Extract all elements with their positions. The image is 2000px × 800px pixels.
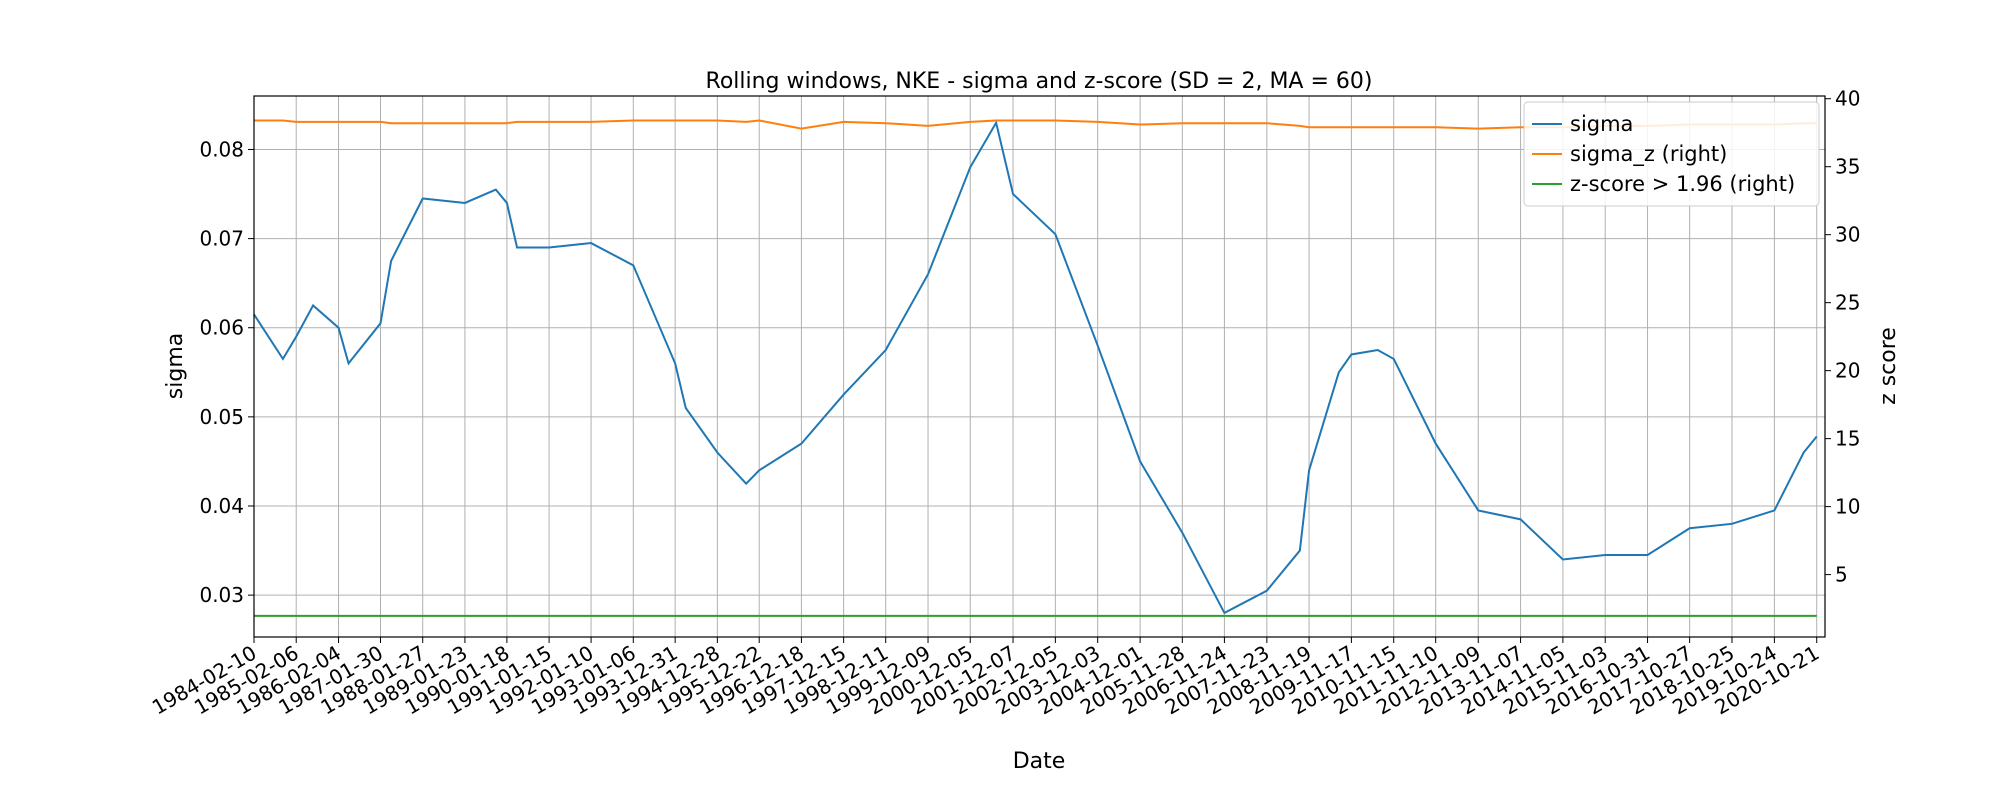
legend-label: sigma (1570, 112, 1633, 136)
y2-tick-label: 20 (1835, 359, 1860, 383)
y2-tick-label: 30 (1835, 223, 1860, 247)
y-tick-label: 0.06 (199, 316, 244, 340)
series-line (253, 120, 1818, 615)
y2-axis-label: z score (1876, 327, 1901, 405)
y-tick-label: 0.08 (199, 137, 244, 161)
y-tick-label: 0.04 (199, 494, 244, 518)
chart-title: Rolling windows, NKE - sigma and z-score… (706, 69, 1373, 94)
y2-tick-label: 40 (1835, 87, 1860, 111)
series-line (254, 119, 1817, 130)
y2-tick-label: 15 (1835, 427, 1860, 451)
x-axis-label: Date (1013, 749, 1066, 774)
y-tick-label: 0.05 (199, 405, 244, 429)
y2-tick-label: 25 (1835, 291, 1860, 315)
legend-label: sigma_z (right) (1570, 142, 1727, 167)
y2-tick-label: 35 (1835, 155, 1860, 179)
y2-tick-label: 10 (1835, 495, 1860, 519)
y-axis-label: sigma (163, 333, 188, 399)
legend-box (1523, 101, 1820, 207)
y-tick-label: 0.07 (199, 227, 244, 251)
y-tick-label: 0.03 (199, 583, 244, 607)
plot-frame (253, 95, 1826, 638)
y2-tick-label: 5 (1835, 563, 1848, 587)
legend-label: z-score > 1.96 (right) (1570, 172, 1795, 196)
